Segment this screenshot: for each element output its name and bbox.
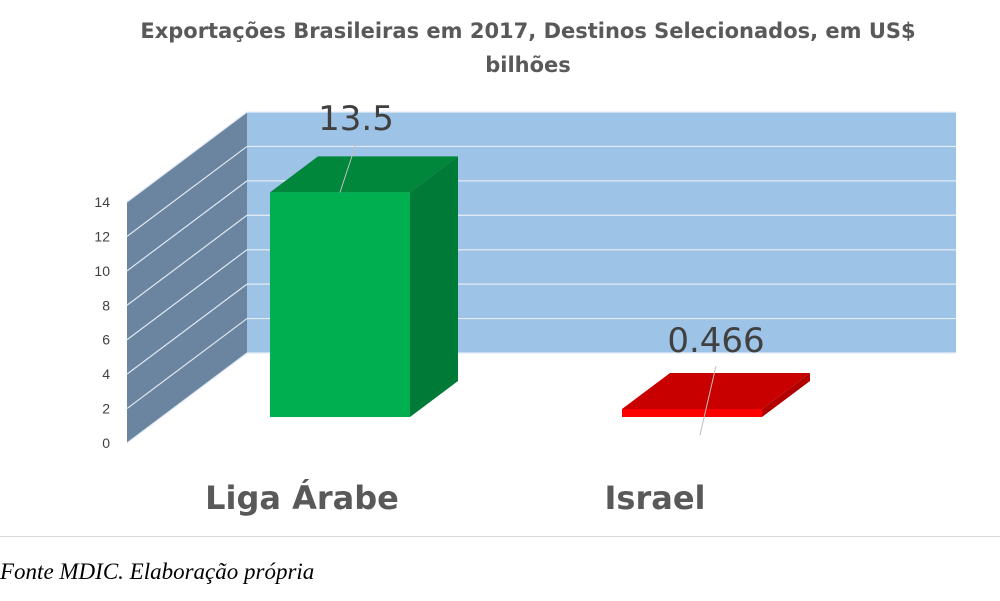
gridline-side — [126, 180, 248, 272]
gridline-side — [126, 283, 248, 375]
plot-area: 0 2 4 6 8 10 12 14 13.5 Liga Árabe 0.466 Israel — [94, 99, 956, 517]
x-category-label: Liga Árabe — [205, 479, 399, 517]
y-tick-label: 6 — [102, 332, 110, 348]
data-label: 13.5 — [318, 99, 394, 139]
chart-title-line2: bilhões — [485, 53, 571, 77]
bar-top — [270, 156, 458, 193]
gridline-side — [126, 145, 248, 237]
bar — [622, 409, 762, 417]
bar — [270, 192, 410, 417]
gridline-side — [126, 111, 248, 203]
gridline-side — [126, 352, 248, 444]
bar-side — [410, 156, 458, 418]
side-wall — [127, 112, 247, 443]
x-category-label: Israel — [605, 479, 706, 517]
y-tick-label: 2 — [102, 401, 110, 417]
y-tick-label: 12 — [94, 228, 110, 244]
data-label-leader — [699, 365, 717, 436]
bar-side — [762, 373, 810, 417]
y-tick-label: 14 — [94, 194, 110, 210]
y-tick-label: 0 — [102, 435, 110, 451]
gridline-side — [126, 214, 248, 306]
y-tick-label: 10 — [94, 263, 110, 279]
chart: Exportações Brasileiras em 2017, Destino… — [94, 19, 956, 517]
data-label-leader — [339, 143, 357, 193]
y-tick-label: 4 — [102, 366, 110, 382]
data-label: 0.466 — [667, 321, 764, 361]
y-tick-label: 8 — [102, 297, 110, 313]
source-note: Fonte MDIC. Elaboração própria — [0, 559, 315, 584]
divider — [0, 536, 1000, 537]
chart-title-line1: Exportações Brasileiras em 2017, Destino… — [140, 19, 915, 43]
bar-top — [622, 373, 810, 409]
gridline-side — [126, 318, 248, 410]
gridline-side — [126, 249, 248, 341]
